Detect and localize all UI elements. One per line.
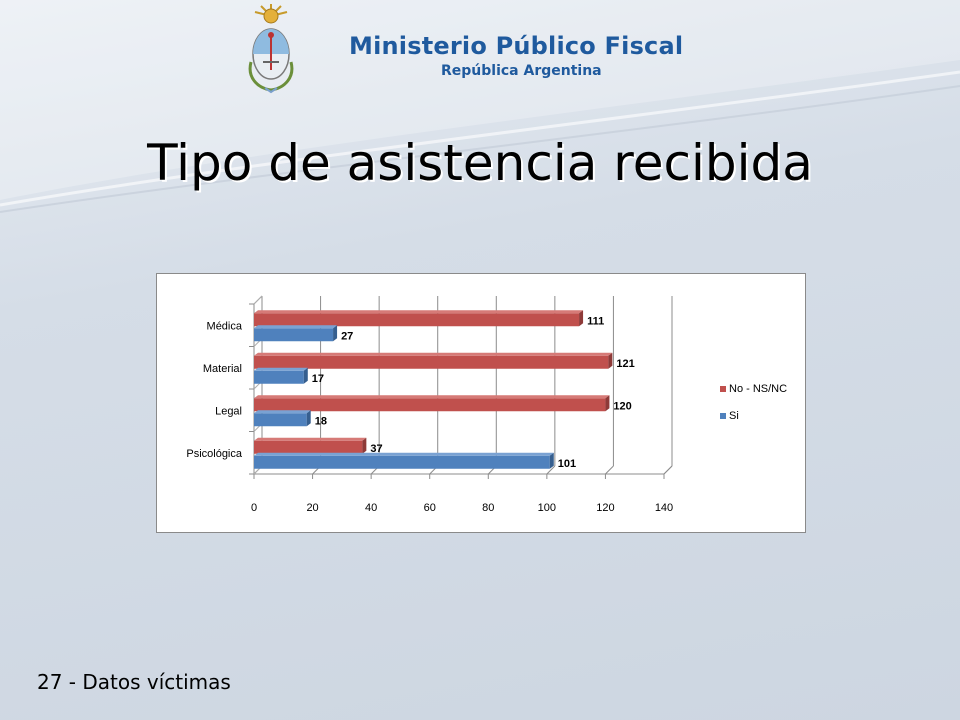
x-tick-label: 140 [655,502,673,514]
bar-top [254,437,367,441]
data-label: 101 [558,458,576,470]
data-label: 37 [370,443,382,455]
bar [254,440,363,454]
x-tick-label: 20 [306,502,318,514]
org-name: Ministerio Público Fiscal [349,32,684,60]
data-label: 121 [616,358,634,370]
category-label: Legal [215,405,242,417]
coat-of-arms-icon [248,4,294,94]
bar-top [254,367,308,371]
org-subtitle: República Argentina [441,63,602,79]
slide-footer: 27 - Datos víctimas [37,670,231,694]
bar-side [605,395,610,412]
slide-title: Tipo de asistencia recibida [147,134,813,192]
bar-side [362,437,367,454]
legend-label: No - NS/NC [729,383,787,395]
bar [254,328,334,342]
legend-label: Si [729,410,739,422]
floor-depth-edge [663,465,673,475]
category-label: Material [203,363,242,375]
bar-side [608,352,613,369]
data-label: 17 [312,373,324,385]
bar-top [254,352,613,356]
x-tick-label: 40 [365,502,377,514]
chart-container: 0 20 40 60 80 100 120 140 Médica 111 27 Material 121… [156,273,806,533]
category-label: Médica [207,320,243,332]
floor-gridline [546,465,556,475]
bar-side [333,325,338,342]
category-label: Psicológica [186,448,243,460]
bar-side [549,452,554,469]
legend-swatch [720,386,726,392]
category-wall-line [253,295,263,305]
legend-swatch [720,413,726,419]
background-swoosh [0,0,960,213]
data-label: 111 [587,315,604,327]
x-tick-label: 120 [596,502,614,514]
bar [254,455,550,469]
bar-top [254,395,610,399]
bar-top [254,410,311,414]
x-tick-label: 100 [538,502,556,514]
bar [254,398,606,412]
bar-side [303,367,308,384]
data-label: 18 [315,415,327,427]
bar-side [579,310,584,327]
data-label: 120 [613,400,631,412]
bar [254,355,609,369]
bar [254,370,304,384]
x-tick-label: 60 [424,502,436,514]
bar-chart: 0 20 40 60 80 100 120 140 Médica 111 27 Material 121… [186,295,787,514]
floor-gridline [605,465,614,475]
bar-top [254,325,338,329]
header: Ministerio Público Fiscal República Arge… [245,2,715,98]
x-tick-label: 0 [251,502,257,514]
x-tick-label: 80 [482,502,494,514]
data-label: 27 [341,330,353,342]
bar [254,413,307,427]
bar-side [306,410,311,427]
bar-top [254,452,554,456]
bar [254,313,580,327]
bar-top [254,310,584,314]
